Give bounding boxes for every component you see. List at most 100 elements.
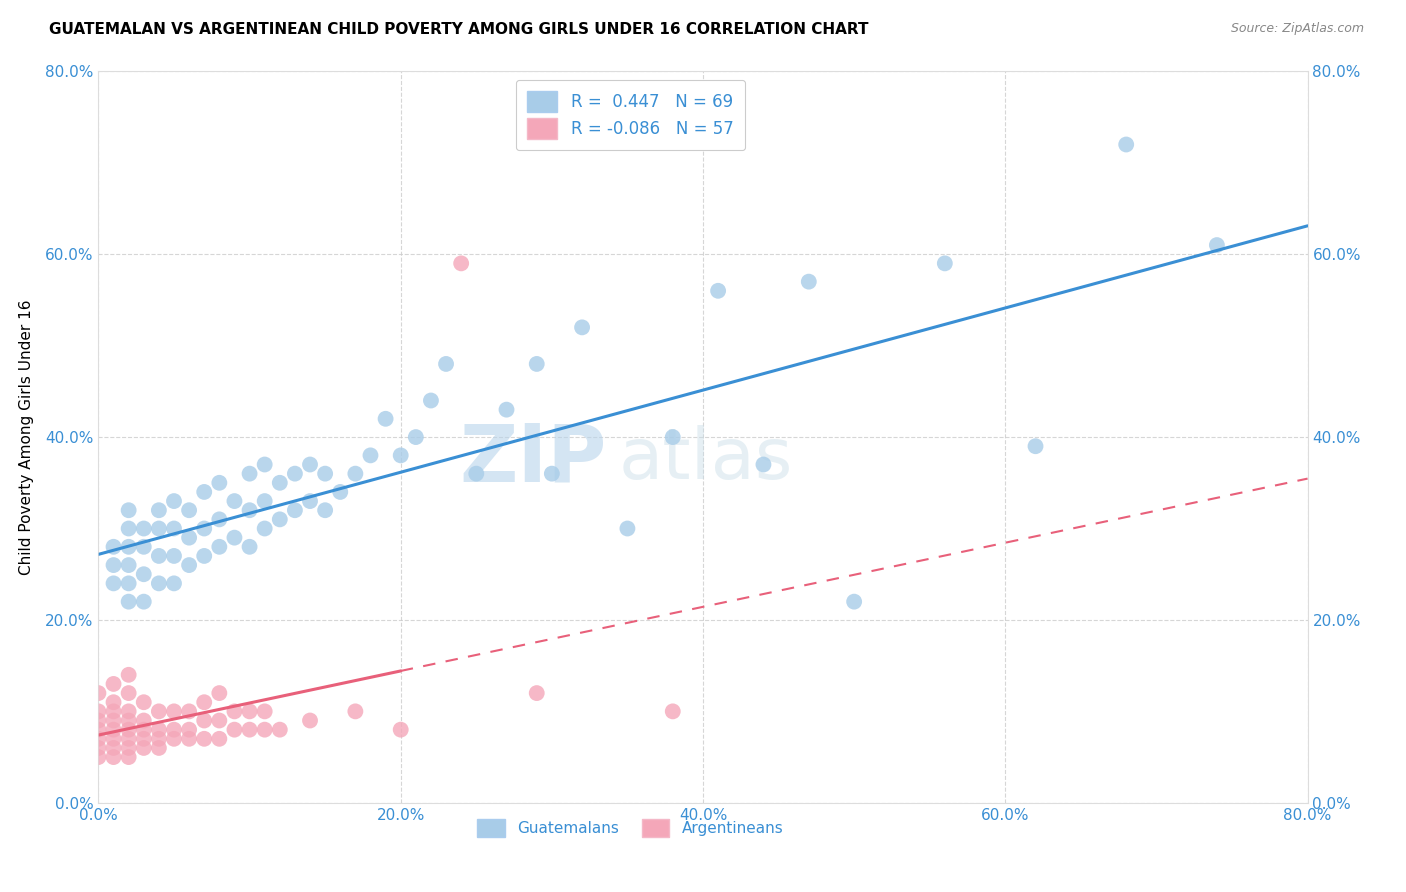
Point [1115, 137, 1137, 152]
Point [118, 558, 141, 573]
Point [299, 494, 322, 508]
Point [179, 558, 201, 573]
Point [253, 458, 276, 472]
Point [87, 740, 110, 755]
Point [239, 723, 262, 737]
Point [132, 714, 155, 728]
Point [224, 705, 246, 719]
Point [118, 576, 141, 591]
Point [118, 714, 141, 728]
Legend: Guatemalans, Argentineans: Guatemalans, Argentineans [468, 809, 793, 847]
Point [616, 521, 638, 535]
Point [253, 705, 276, 719]
Point [87, 714, 110, 728]
Point [239, 467, 262, 481]
Point [87, 705, 110, 719]
Point [87, 686, 110, 700]
Point [314, 467, 336, 481]
Point [269, 512, 291, 526]
Text: ZIP: ZIP [458, 420, 606, 498]
Text: GUATEMALAN VS ARGENTINEAN CHILD POVERTY AMONG GIRLS UNDER 16 CORRELATION CHART: GUATEMALAN VS ARGENTINEAN CHILD POVERTY … [49, 22, 869, 37]
Point [193, 549, 215, 563]
Point [132, 740, 155, 755]
Point [163, 521, 186, 535]
Point [87, 723, 110, 737]
Point [208, 512, 231, 526]
Point [450, 256, 472, 270]
Point [571, 320, 593, 334]
Point [163, 705, 186, 719]
Point [103, 714, 125, 728]
Point [1206, 238, 1229, 252]
Point [148, 740, 170, 755]
Point [193, 714, 215, 728]
Point [193, 485, 215, 500]
Point [239, 705, 262, 719]
Point [329, 485, 352, 500]
Point [208, 731, 231, 746]
Point [118, 750, 141, 764]
Point [148, 503, 170, 517]
Point [103, 740, 125, 755]
Point [103, 705, 125, 719]
Point [179, 531, 201, 545]
Point [103, 750, 125, 764]
Point [163, 494, 186, 508]
Point [465, 467, 488, 481]
Text: atlas: atlas [619, 425, 793, 493]
Point [344, 705, 367, 719]
Point [118, 521, 141, 535]
Point [239, 503, 262, 517]
Point [208, 686, 231, 700]
Point [752, 458, 775, 472]
Point [148, 576, 170, 591]
Point [179, 731, 201, 746]
Point [224, 531, 246, 545]
Point [284, 503, 307, 517]
Point [389, 723, 412, 737]
Point [344, 467, 367, 481]
Point [269, 475, 291, 490]
Point [253, 494, 276, 508]
Point [118, 594, 141, 608]
Point [239, 540, 262, 554]
Point [208, 540, 231, 554]
Point [132, 521, 155, 535]
Point [797, 275, 820, 289]
Point [495, 402, 517, 417]
Point [253, 723, 276, 737]
Point [148, 521, 170, 535]
Point [132, 567, 155, 582]
Point [163, 549, 186, 563]
Point [193, 521, 215, 535]
Point [163, 576, 186, 591]
Point [163, 723, 186, 737]
Point [87, 750, 110, 764]
Point [314, 503, 336, 517]
Point [132, 723, 155, 737]
Point [224, 494, 246, 508]
Point [420, 393, 443, 408]
Point [103, 677, 125, 691]
Point [526, 357, 548, 371]
Point [118, 667, 141, 681]
Point [103, 723, 125, 737]
Point [934, 256, 956, 270]
Point [208, 714, 231, 728]
Point [118, 731, 141, 746]
Point [434, 357, 457, 371]
Point [179, 503, 201, 517]
Text: Source: ZipAtlas.com: Source: ZipAtlas.com [1230, 22, 1364, 36]
Point [87, 731, 110, 746]
Point [405, 430, 427, 444]
Point [132, 695, 155, 709]
Point [148, 705, 170, 719]
Point [118, 503, 141, 517]
Point [269, 723, 291, 737]
Point [1024, 439, 1046, 453]
Point [360, 448, 382, 462]
Point [148, 549, 170, 563]
Point [132, 731, 155, 746]
Point [707, 284, 730, 298]
Point [540, 467, 562, 481]
